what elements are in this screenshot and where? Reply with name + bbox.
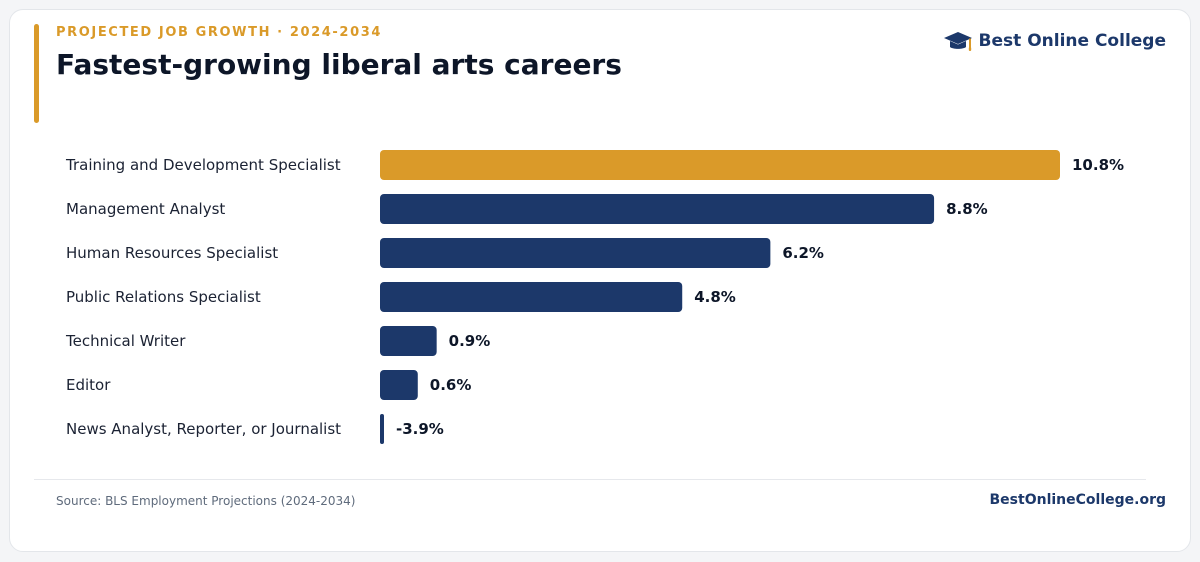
- category-label: Public Relations Specialist: [66, 288, 261, 306]
- value-label: 4.8%: [694, 288, 736, 306]
- source-note: Source: BLS Employment Projections (2024…: [56, 494, 356, 508]
- category-label: Technical Writer: [65, 332, 186, 350]
- category-label: Editor: [66, 376, 111, 394]
- chart-eyebrow: PROJECTED JOB GROWTH · 2024-2034: [56, 25, 383, 40]
- value-label: -3.9%: [396, 420, 444, 438]
- bar: [380, 150, 1060, 180]
- bar: [380, 238, 771, 268]
- category-label: Human Resources Specialist: [66, 244, 278, 262]
- site-link[interactable]: BestOnlineCollege.org: [989, 492, 1166, 508]
- value-label: 6.2%: [782, 244, 824, 262]
- bar: [380, 326, 437, 356]
- category-label: Training and Development Specialist: [65, 156, 341, 174]
- brand-logo[interactable]: Best Online College: [943, 30, 1166, 52]
- category-label: Management Analyst: [66, 200, 225, 218]
- value-label: 10.8%: [1072, 156, 1124, 174]
- bar: [380, 370, 418, 400]
- bar: [380, 282, 683, 312]
- value-label: 8.8%: [946, 200, 988, 218]
- category-label: News Analyst, Reporter, or Journalist: [66, 420, 341, 438]
- chart-title: Fastest-growing liberal arts careers: [56, 48, 622, 81]
- chart-card: [9, 9, 1191, 552]
- bar: [380, 194, 935, 224]
- graduation-cap-icon: [943, 30, 973, 52]
- accent-bar: [34, 24, 39, 123]
- value-label: 0.9%: [449, 332, 491, 350]
- bar: [380, 414, 384, 444]
- brand-name: Best Online College: [978, 31, 1166, 51]
- value-label: 0.6%: [430, 376, 472, 394]
- footer-divider: [34, 479, 1146, 480]
